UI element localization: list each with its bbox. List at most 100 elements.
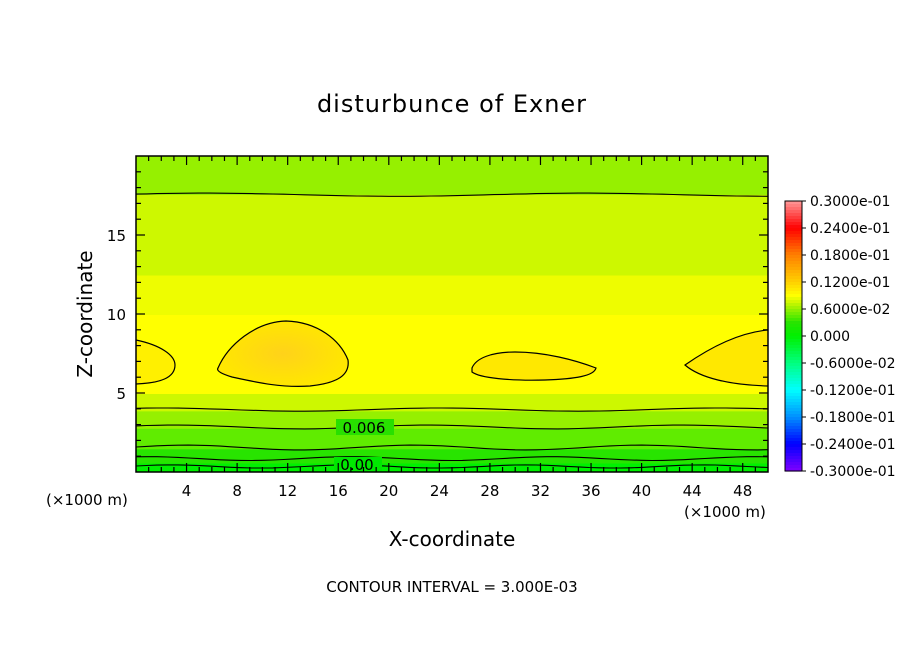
field-band <box>136 409 768 429</box>
colorbar-segment <box>785 435 802 439</box>
colorbar-label: -0.1200e-01 <box>810 383 896 399</box>
colorbar-label: -0.6000e-02 <box>810 356 896 372</box>
x-tick-label: 24 <box>430 482 449 500</box>
colorbar-segment <box>785 357 802 361</box>
colorbar-segment <box>785 351 802 355</box>
colorbar-segment <box>785 285 802 289</box>
colorbar-segment <box>785 354 802 358</box>
colorbar-segment <box>785 246 802 250</box>
max-region-center-right <box>472 352 596 381</box>
colorbar-segment <box>785 405 802 409</box>
contour-line-left-blob <box>136 339 176 385</box>
colorbar-segment <box>785 204 802 208</box>
x-unit-label-left: (×1000 m) <box>46 491 128 509</box>
colorbar-segment <box>785 207 802 211</box>
colorbar-segment <box>785 396 802 400</box>
colorbar-segment <box>785 360 802 364</box>
colorbar-segment <box>785 315 802 319</box>
field-band <box>136 192 768 276</box>
colorbar-segment <box>785 318 802 322</box>
colorbar-segment <box>785 234 802 238</box>
x-unit-label-right: (×1000 m) <box>684 503 766 521</box>
colorbar-segment <box>785 456 802 460</box>
colorbar-segment <box>785 342 802 346</box>
contour-line-center-right-blob <box>471 351 597 381</box>
colorbar-segment <box>785 252 802 256</box>
colorbar-segment <box>785 429 802 433</box>
y-tick-label: 15 <box>107 227 126 245</box>
colorbar-segment <box>785 219 802 223</box>
colorbar-segment <box>785 417 802 421</box>
x-tick-label: 28 <box>480 482 499 500</box>
colorbar: 0.3000e-01 0.2400e-01 0.1800e-01 0.1200e-01… <box>784 194 896 480</box>
plot-area: 0.006 0.00 <box>136 156 768 474</box>
x-tick-label: 8 <box>232 482 242 500</box>
colorbar-segment <box>785 414 802 418</box>
contour-label-000: 0.00 <box>340 456 373 474</box>
contour-line <box>136 456 768 462</box>
colorbar-segment <box>785 201 802 205</box>
colorbar-segment <box>785 375 802 379</box>
colorbar-segment <box>785 270 802 274</box>
colorbar-segment <box>785 432 802 436</box>
colorbar-segment <box>785 213 802 217</box>
colorbar-segment <box>785 459 802 463</box>
x-tick-label: 40 <box>632 482 651 500</box>
colorbar-segment <box>785 408 802 412</box>
colorbar-segment <box>785 222 802 226</box>
colorbar-segment <box>785 438 802 442</box>
colorbar-segment <box>785 420 802 424</box>
colorbar-segment <box>785 348 802 352</box>
contour-line-right-blob <box>684 329 768 387</box>
field-band <box>136 273 768 315</box>
colorbar-segment <box>785 312 802 316</box>
colorbar-segment <box>785 309 802 313</box>
colorbar-segment <box>785 366 802 370</box>
colorbar-segment <box>785 324 802 328</box>
contour-line-center-left-blob <box>217 320 349 387</box>
colorbar-segment <box>785 441 802 445</box>
x-axis-label: X-coordinate <box>389 527 516 551</box>
x-tick-label: 48 <box>733 482 752 500</box>
colorbar-segment <box>785 261 802 265</box>
contour-line <box>136 407 768 412</box>
colorbar-segment <box>785 210 802 214</box>
colorbar-segment <box>785 264 802 268</box>
field-band <box>136 392 768 412</box>
x-tick-label: 36 <box>581 482 600 500</box>
colorbar-label: -0.1800e-01 <box>810 410 896 426</box>
colorbar-segment <box>785 216 802 220</box>
x-tick-label: 12 <box>278 482 297 500</box>
colorbar-segment <box>785 378 802 382</box>
colorbar-label: 0.6000e-02 <box>810 302 890 318</box>
colorbar-segment <box>785 369 802 373</box>
colorbar-segment <box>785 468 802 472</box>
colorbar-segment <box>785 294 802 298</box>
contour-interval-text: CONTOUR INTERVAL = 3.000E-03 <box>326 578 577 596</box>
colorbar-segment <box>785 384 802 388</box>
colorbar-segment <box>785 321 802 325</box>
colorbar-segment <box>785 327 802 331</box>
colorbar-segment <box>785 231 802 235</box>
colorbar-segment <box>785 465 802 469</box>
colorbar-label: 0.2400e-01 <box>810 221 890 237</box>
colorbar-segment <box>785 333 802 337</box>
y-tick-label: 10 <box>107 306 126 324</box>
colorbar-segment <box>785 330 802 334</box>
x-tick-label: 20 <box>379 482 398 500</box>
colorbar-segment <box>785 393 802 397</box>
colorbar-label: 0.3000e-01 <box>810 194 890 210</box>
y-axis-label: Z-coordinate <box>73 250 97 377</box>
x-tick-label: 44 <box>683 482 702 500</box>
colorbar-segment <box>785 228 802 232</box>
colorbar-segment <box>785 273 802 277</box>
colorbar-segment <box>785 462 802 466</box>
y-tick-label: 5 <box>116 385 126 403</box>
colorbar-segment <box>785 258 802 262</box>
colorbar-segment <box>785 276 802 280</box>
colorbar-segment <box>785 240 802 244</box>
colorbar-label: 0.1800e-01 <box>810 248 890 264</box>
contour-line <box>136 424 768 430</box>
colorbar-segment <box>785 423 802 427</box>
